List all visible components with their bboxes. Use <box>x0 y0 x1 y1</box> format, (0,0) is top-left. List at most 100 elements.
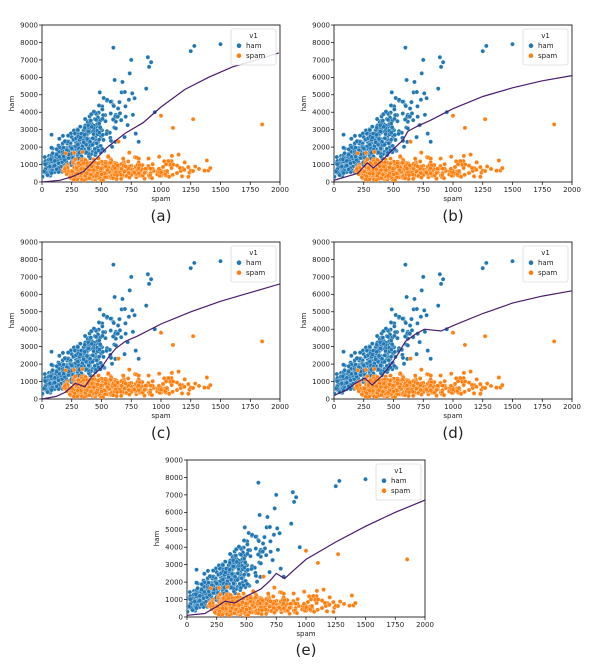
ham-point <box>417 339 422 345</box>
ham-point <box>86 363 91 368</box>
spam-point <box>116 139 121 144</box>
ham-point <box>404 294 409 300</box>
y-tick-label: 7000 <box>20 273 38 281</box>
spam-point <box>91 167 97 173</box>
scatter-panel-1: 0 250 500 750 1000 1250 1500 1750 20000100020003… <box>8 21 289 225</box>
ham-point <box>367 142 373 147</box>
y-axis-label: ham <box>300 96 308 112</box>
ham-point <box>404 77 409 83</box>
spam-point <box>291 591 296 596</box>
ham-point <box>407 114 413 119</box>
spam-point <box>88 389 94 394</box>
ham-point <box>82 342 88 348</box>
spam-point <box>441 175 447 181</box>
spam-point <box>80 366 85 372</box>
spam-point <box>442 161 447 167</box>
spam-point <box>322 600 328 606</box>
ham-point <box>49 145 54 150</box>
ham-point <box>373 139 378 145</box>
y-tick-label: 1000 <box>312 378 330 386</box>
ham-point <box>92 146 98 152</box>
spam-point <box>397 167 402 173</box>
spam-point <box>271 605 277 611</box>
ham-point <box>86 129 91 134</box>
x-tick-label: 1500 <box>212 186 230 194</box>
spam-point <box>100 394 106 399</box>
x-tick-label: 250 <box>65 186 78 194</box>
ham-point <box>42 391 45 397</box>
ham-point <box>367 127 373 133</box>
y-tick-label: 3000 <box>312 343 330 351</box>
spam-point <box>478 174 483 180</box>
spam-point <box>164 168 170 174</box>
spam-point <box>176 369 181 374</box>
ham-point <box>400 111 406 116</box>
ham-point <box>334 378 340 384</box>
spam-point <box>488 383 494 389</box>
spam-point <box>372 366 377 372</box>
spam-point <box>71 367 77 373</box>
ham-point <box>425 131 430 136</box>
spam-point <box>136 165 141 171</box>
spam-point <box>270 594 276 599</box>
x-tick-label: 250 <box>65 403 78 411</box>
ham-point <box>61 362 66 367</box>
spam-point <box>311 593 316 599</box>
ham-point <box>353 145 358 150</box>
spam-point <box>551 339 557 344</box>
ham-point <box>374 116 380 122</box>
ham-point <box>260 549 266 554</box>
spam-point <box>75 377 81 383</box>
ham-point <box>354 355 360 361</box>
legend-box <box>230 245 277 283</box>
ham-point <box>361 146 366 151</box>
ham-point <box>389 307 395 312</box>
ham-point <box>132 96 137 101</box>
ham-point <box>389 347 394 352</box>
ham-point <box>206 580 211 585</box>
ham-point <box>82 125 88 131</box>
ham-point <box>214 581 219 586</box>
spam-point <box>265 591 271 596</box>
ham-point <box>108 328 114 333</box>
spam-point <box>438 156 443 161</box>
ham-point <box>341 132 346 137</box>
ham-point <box>193 592 199 597</box>
ham-point <box>258 561 264 566</box>
spam-point <box>75 388 80 393</box>
ham-point <box>254 579 260 585</box>
ham-point <box>346 369 351 374</box>
spam-point <box>99 389 104 394</box>
ham-point <box>272 506 277 511</box>
ham-point <box>89 124 95 130</box>
ham-point <box>403 45 408 50</box>
ham-point <box>242 525 248 530</box>
ham-point <box>402 117 408 122</box>
ham-point <box>353 371 358 376</box>
spam-point <box>410 389 415 395</box>
spam-point <box>233 607 239 612</box>
ham-point <box>201 595 206 601</box>
ham-point <box>115 106 121 111</box>
ham-point <box>376 353 382 359</box>
x-axis-label: spam <box>151 412 170 420</box>
ham-point <box>344 375 350 381</box>
spam-point <box>88 172 94 177</box>
x-tick-label: 0 <box>332 186 336 194</box>
ham-point <box>396 97 402 103</box>
y-tick-label: 8000 <box>20 39 38 47</box>
ham-point <box>42 154 48 160</box>
legend-marker-ham <box>236 43 242 48</box>
spam-point <box>287 605 292 611</box>
spam-point <box>190 168 196 174</box>
spam-point <box>122 169 127 174</box>
ham-point <box>96 365 101 370</box>
ham-point <box>267 524 273 530</box>
x-tick-label: 250 <box>357 186 370 194</box>
ham-point <box>393 137 398 143</box>
ham-point <box>91 326 97 331</box>
ham-point <box>90 359 95 365</box>
ham-point <box>267 569 272 575</box>
spam-point <box>158 113 164 118</box>
